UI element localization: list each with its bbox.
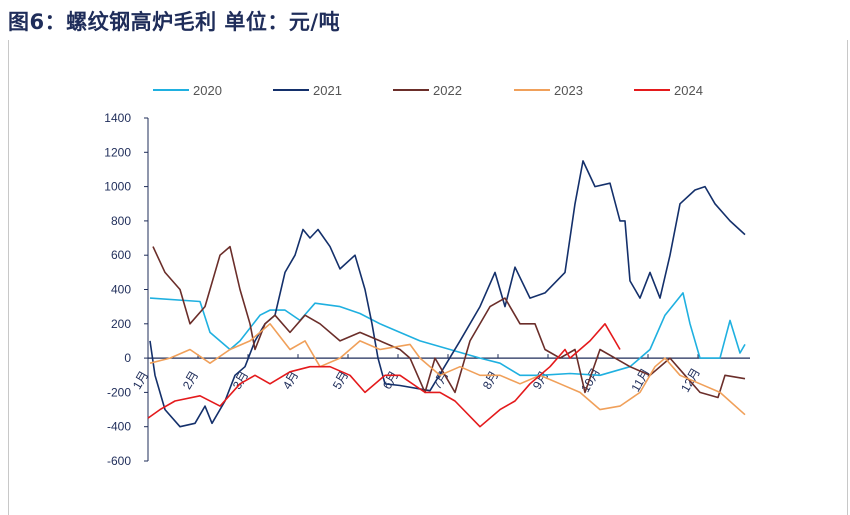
y-tick-label: -400 (107, 420, 131, 434)
series-line-2023 (149, 323, 746, 416)
y-tick-label: 1400 (104, 111, 131, 125)
legend-label: 2024 (674, 83, 703, 98)
x-tick-label: 9月 (530, 369, 551, 392)
legend-label: 2021 (313, 83, 342, 98)
series-line-2024 (147, 323, 621, 428)
x-tick-label: 8月 (480, 369, 501, 392)
y-tick-label: 200 (111, 317, 131, 331)
series-line-2021 (149, 160, 746, 428)
series-line-2022 (152, 245, 746, 399)
legend-label: 2023 (554, 83, 583, 98)
legend-label: 2022 (433, 83, 462, 98)
chart-frame (8, 40, 848, 515)
series-line-2020 (149, 292, 746, 377)
y-tick-label: 1000 (104, 180, 131, 194)
x-tick-label: 2月 (180, 369, 201, 392)
y-tick-label: 600 (111, 248, 131, 262)
chart-title: 图6：螺纹钢高炉毛利 单位：元/吨 (8, 10, 341, 34)
y-tick-label: 800 (111, 214, 131, 228)
y-tick-label: 0 (124, 351, 131, 365)
y-tick-label: -600 (107, 454, 131, 468)
y-tick-label: 1200 (104, 145, 131, 159)
y-tick-label: 400 (111, 283, 131, 297)
y-tick-label: -200 (107, 385, 131, 399)
x-tick-label: 6月 (380, 369, 401, 392)
legend-label: 2020 (193, 83, 222, 98)
